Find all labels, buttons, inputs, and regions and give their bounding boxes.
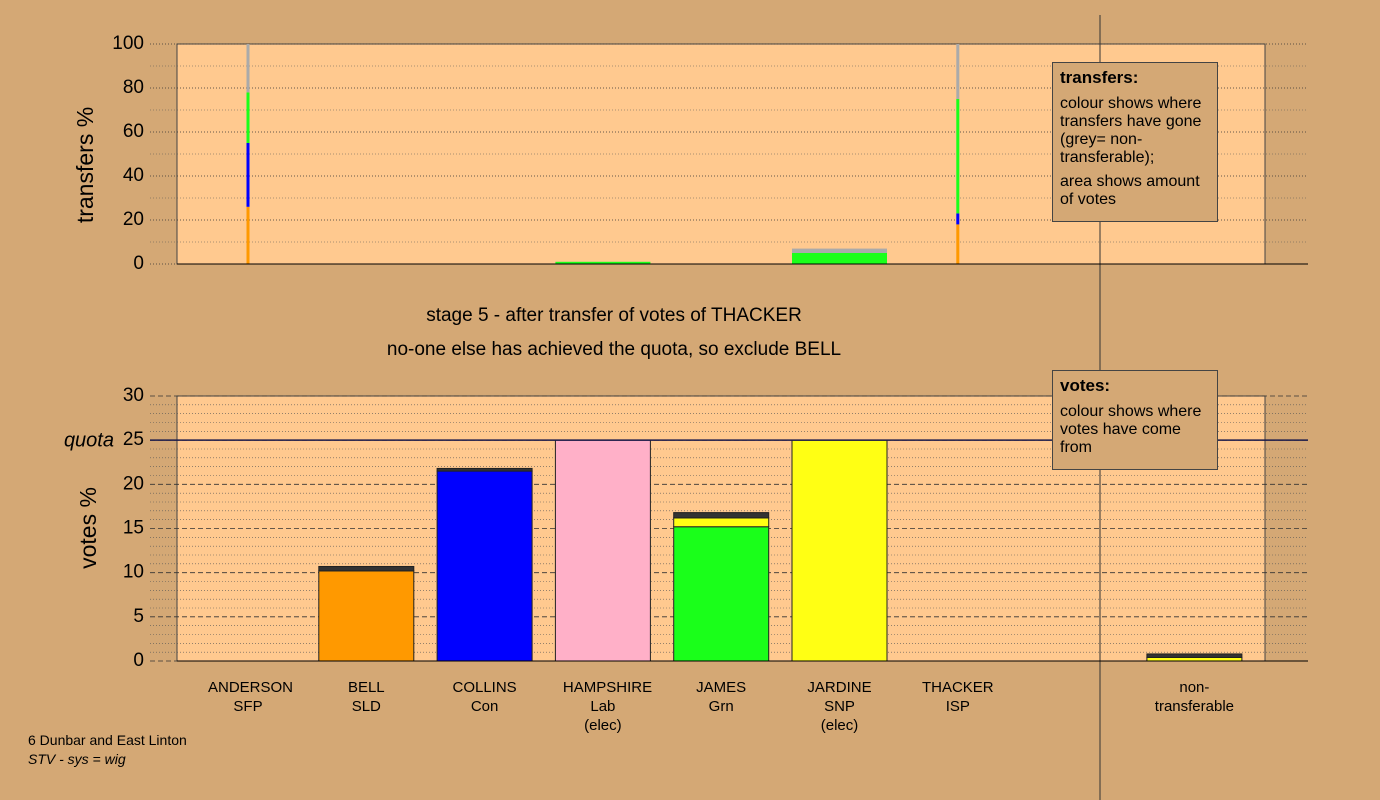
bar-segment (792, 248, 887, 253)
bar-segment (673, 526, 770, 662)
bar-segment (436, 467, 533, 472)
party: SNP (824, 698, 855, 715)
bar-segment (554, 439, 651, 662)
elected-note: (elec) (584, 717, 622, 734)
system: STV - sys = wig (28, 751, 126, 767)
constituency: 6 Dunbar and East Linton (28, 732, 187, 748)
x-tick-label: BELL SLD (311, 678, 421, 716)
x-tick-label: THACKER ISP (903, 678, 1013, 716)
x-tick-label: COLLINS Con (430, 678, 540, 716)
y-tick-label: 25 (123, 429, 144, 450)
y-tick-label: 10 (123, 562, 144, 583)
y-tick-label: 15 (123, 518, 144, 539)
party: ISP (945, 698, 970, 715)
legend-note: transfers: colour shows where transfers h… (1052, 62, 1218, 222)
party: Grn (708, 698, 734, 715)
bar-segment (956, 99, 960, 214)
candidate-name: JARDINE (807, 679, 872, 696)
bar-segment (673, 517, 770, 528)
bar-segment (956, 224, 960, 264)
bar-segment (956, 44, 960, 99)
legend-note: votes: colour shows where votes have come… (1052, 370, 1218, 470)
note-line: area shows amount of votes (1060, 173, 1200, 208)
note-line: colour shows where transfers have gone (… (1060, 95, 1202, 166)
y-tick-label: 20 (123, 473, 144, 494)
y-tick-label: 100 (112, 33, 144, 54)
note-line: colour shows where votes have come from (1060, 403, 1202, 456)
bar-segment (318, 565, 415, 572)
candidate-name: JAMES (696, 679, 747, 696)
stage-subtitle: no-one else has achieved the quota, so e… (387, 339, 841, 360)
y-tick-label: 40 (123, 165, 144, 186)
y-tick-label: 80 (123, 77, 144, 98)
bar-segment (792, 253, 887, 264)
bar-segment (246, 92, 250, 143)
bar-segment (246, 206, 250, 264)
y-axis-title: transfers % (72, 107, 98, 223)
quota-label: quota (64, 429, 114, 451)
y-axis-title: votes % (75, 487, 101, 569)
bar-segment (318, 570, 415, 662)
x-tick-label: HAMPSHIRE Lab (elec) (548, 678, 658, 735)
candidate-name: non-transferable (1154, 679, 1234, 715)
y-tick-label: 0 (133, 650, 144, 671)
bar-segment (246, 143, 250, 207)
candidate-name: BELL (347, 679, 385, 696)
note-title: transfers: (1060, 68, 1139, 87)
party: Con (470, 698, 499, 715)
candidate-name: HAMPSHIRE (562, 679, 653, 696)
bar-segment (555, 261, 651, 264)
y-tick-label: 0 (133, 253, 144, 274)
party: SLD (351, 698, 381, 715)
bar-segment (791, 439, 888, 662)
y-tick-label: 60 (123, 121, 144, 142)
stage-title: stage 5 - after transfer of votes of THA… (426, 305, 802, 326)
bar-segment (246, 44, 250, 93)
candidate-name: COLLINS (452, 679, 517, 696)
y-tick-label: 5 (133, 606, 144, 627)
candidate-name: ANDERSON (208, 679, 294, 696)
bar-segment (956, 213, 960, 225)
x-tick-label: JARDINE SNP (elec) (785, 678, 895, 735)
bar-segment (1146, 656, 1243, 662)
party: SFP (233, 698, 263, 715)
candidate-name: THACKER (921, 679, 994, 696)
elected-note: (elec) (820, 717, 859, 734)
bar-segment (436, 470, 533, 662)
x-tick-label: non-transferable (1139, 678, 1249, 716)
note-title: votes: (1060, 376, 1111, 395)
x-tick-label: JAMES Grn (666, 678, 776, 716)
y-tick-label: 20 (123, 209, 144, 230)
bar-segment (1146, 653, 1243, 658)
bar-segment (673, 512, 770, 519)
party: Lab (590, 698, 616, 715)
x-tick-label: ANDERSON SFP (193, 678, 303, 716)
y-tick-label: 30 (123, 385, 144, 406)
